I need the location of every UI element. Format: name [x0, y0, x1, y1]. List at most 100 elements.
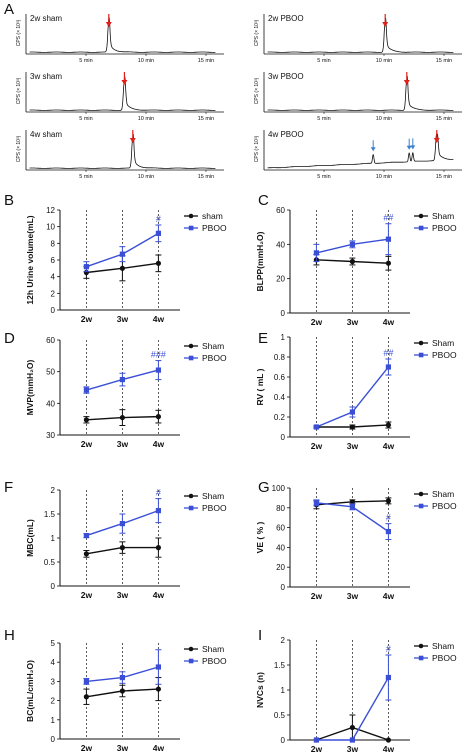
- data-point: [119, 521, 125, 527]
- y-tick-label: 1: [51, 716, 56, 725]
- x-tick-label: 2w: [311, 744, 323, 754]
- y-tick-label: 40: [46, 399, 55, 408]
- legend-item: sham: [184, 211, 223, 221]
- legend-item: Sham: [184, 341, 224, 351]
- legend-item: PBOO: [414, 501, 457, 511]
- legend-marker: [188, 213, 194, 219]
- trace-x-tick-label: 5 min: [79, 58, 92, 64]
- red-arrow-head: [129, 138, 136, 143]
- red-arrow-head: [121, 80, 128, 85]
- series-pboo: [313, 223, 392, 262]
- series-pboo: [83, 649, 162, 685]
- y-axis-label: MBC(mL): [25, 519, 35, 557]
- legend-marker: [418, 340, 424, 346]
- y-tick-label: 0: [281, 433, 286, 442]
- y-tick-label: 0.6: [274, 373, 286, 382]
- legend-item: Sham: [414, 489, 454, 499]
- panel-letter-a: A: [4, 1, 14, 18]
- panel-letter-f: F: [4, 479, 13, 496]
- x-tick-label: 2w: [81, 590, 93, 600]
- data-point: [313, 250, 319, 256]
- data-point: [83, 417, 89, 423]
- y-tick-label: 20: [276, 563, 285, 572]
- data-point: [119, 688, 125, 694]
- data-point: [349, 241, 355, 247]
- series-pboo: [313, 499, 392, 540]
- data-point: [119, 265, 125, 271]
- legend-label: Sham: [432, 338, 454, 348]
- y-tick-label: 80: [276, 504, 285, 513]
- chart-panel-f: 0 0.5 1 1.5 2 2w 3w 4w MBC(mL) # Sham PBOO: [25, 486, 227, 600]
- x-tick-label: 3w: [117, 439, 129, 449]
- legend-item: Sham: [414, 641, 454, 651]
- y-tick-label: 50: [46, 368, 55, 377]
- trace-x-tick-label: 10 min: [376, 174, 393, 180]
- legend-item: Sham: [414, 338, 454, 348]
- trace-title: 4w sham: [30, 130, 62, 139]
- panel-letter-d: D: [4, 330, 15, 347]
- blue-arrow-head: [410, 145, 416, 150]
- data-point: [349, 409, 355, 415]
- data-point: [155, 414, 161, 420]
- data-point: [155, 686, 161, 692]
- x-tick-label: 2w: [81, 743, 93, 753]
- trace-x-tick-label: 5 min: [317, 174, 330, 180]
- legend-label: Sham: [202, 491, 224, 501]
- trace-x-tick-label: 15 min: [198, 116, 215, 122]
- significance-mark: #: [156, 214, 161, 224]
- y-tick-label: 0.8: [274, 353, 286, 362]
- y-tick-label: 3: [51, 677, 56, 686]
- legend-marker: [418, 655, 424, 661]
- y-axis-label: BC(mL/cmH₂O): [25, 660, 35, 722]
- trace-x-tick-label: 15 min: [198, 58, 215, 64]
- trace-x-tick-label: 5 min: [317, 116, 330, 122]
- y-axis-label: 12h Urine volume(mL): [25, 215, 35, 304]
- trace-y-label: CPS (× 10³): [16, 77, 22, 104]
- data-point: [313, 737, 319, 743]
- data-point: [349, 737, 355, 743]
- legend-item: PBOO: [414, 223, 457, 233]
- legend-label: sham: [202, 211, 223, 221]
- panel-letter-e: E: [258, 330, 268, 347]
- trace-x-tick-label: 15 min: [436, 174, 453, 180]
- data-point: [385, 260, 391, 266]
- significance-mark: ##: [383, 213, 393, 223]
- y-axis-label: RV ( mL ): [255, 368, 265, 405]
- legend-item: PBOO: [414, 653, 457, 663]
- data-point: [83, 551, 89, 557]
- trace-title: 3w sham: [30, 72, 62, 81]
- chart-panel-e: 0 0.2 0.4 0.6 0.8 1 2w 3w 4w RV ( mL ) ## Sham PBOO: [255, 333, 457, 451]
- y-axis-label: NVCs (n): [255, 672, 265, 708]
- x-tick-label: 4w: [153, 439, 165, 449]
- series-sham: [83, 409, 162, 426]
- data-point: [349, 724, 355, 731]
- trace-panel-2w-pboo: CPS (× 10³) 5 min 10 min 15 min 2w PBOO: [254, 14, 462, 64]
- y-tick-label: 12: [46, 206, 55, 215]
- legend-label: PBOO: [432, 350, 457, 360]
- trace-title: 2w sham: [30, 14, 62, 23]
- panel-letter-c: C: [258, 192, 269, 209]
- trace-x-tick-label: 10 min: [138, 116, 155, 122]
- series-pboo: [83, 498, 162, 539]
- trace-line: [267, 133, 454, 169]
- legend-marker: [188, 505, 194, 511]
- data-point: [385, 422, 391, 428]
- x-tick-label: 2w: [311, 317, 323, 327]
- y-tick-label: 100: [272, 484, 286, 493]
- trace-y-label: CPS (× 10³): [16, 135, 22, 162]
- legend-label: PBOO: [202, 656, 227, 666]
- data-point: [119, 414, 125, 421]
- data-point: [349, 258, 355, 265]
- y-tick-label: 40: [276, 543, 285, 552]
- legend-marker: [188, 493, 194, 499]
- y-tick-label: 1: [51, 534, 56, 543]
- data-point: [119, 376, 125, 383]
- data-point: [83, 387, 89, 393]
- chart-panel-d: 30 40 50 60 2w 3w 4w MVP(mmH₂O) ### Sham PBOO: [25, 336, 227, 449]
- significance-mark: #: [386, 644, 391, 654]
- trace-x-tick-label: 5 min: [79, 116, 92, 122]
- data-point: [385, 364, 391, 370]
- trace-y-label: CPS (× 10³): [254, 19, 260, 46]
- x-tick-label: 3w: [347, 744, 359, 754]
- panel-letter-b: B: [4, 192, 14, 209]
